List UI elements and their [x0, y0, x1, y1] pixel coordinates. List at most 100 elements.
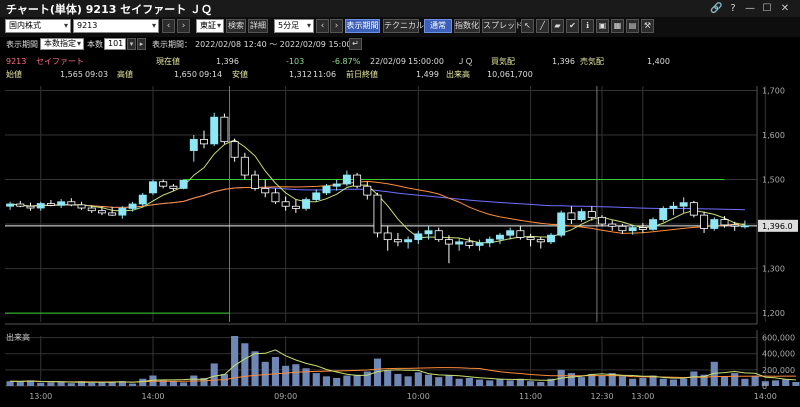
maximize-icon[interactable]: ☐	[762, 3, 772, 14]
y-tick-label: 1,300	[762, 265, 785, 274]
volume-bar	[567, 373, 575, 386]
code-input[interactable]: 9213	[73, 19, 159, 33]
next-symbol-button[interactable]: ›	[177, 19, 190, 33]
save-icon[interactable]: ▣	[596, 19, 609, 33]
technical-button[interactable]: テクニカル	[383, 19, 424, 33]
candle-body	[628, 227, 637, 232]
exchange-select[interactable]: 東証	[196, 19, 224, 33]
candle	[659, 206, 668, 222]
candle-body	[383, 232, 392, 241]
candle	[6, 201, 15, 210]
candle	[689, 200, 698, 218]
candle-body	[281, 201, 290, 207]
candle-body	[393, 239, 402, 243]
line-draw-icon[interactable]: ╱	[536, 19, 549, 33]
x-tick-label: 14:00	[754, 392, 777, 401]
candle	[730, 221, 739, 231]
vol-y-tick-label: 600,000	[762, 334, 795, 343]
stock-name: セイファート	[36, 57, 84, 66]
volume-bar	[6, 381, 14, 386]
candle-body	[720, 219, 729, 226]
interval-prev-button[interactable]: ‹	[316, 19, 329, 33]
check-icon[interactable]: ✔	[566, 19, 579, 33]
volume-bar	[118, 381, 126, 386]
x-tick-label: 13:00	[631, 392, 654, 401]
candle-body	[261, 188, 270, 194]
interval-select[interactable]: 5分足	[274, 19, 314, 33]
help-icon[interactable]: ?	[730, 3, 736, 14]
volume-bar	[731, 373, 739, 386]
minimize-icon[interactable]: —	[745, 3, 755, 14]
volume-bar	[792, 381, 800, 386]
candle	[138, 192, 147, 207]
ask-value: 1,400	[647, 57, 670, 66]
volume-chart[interactable]: 600,000 400,000 200,000 0 出来高	[0, 330, 800, 390]
volume-bar	[639, 377, 647, 386]
close-icon[interactable]: ✕	[780, 3, 790, 14]
count-up-button[interactable]: ▸	[137, 38, 146, 50]
prev-symbol-button[interactable]: ‹	[162, 19, 175, 33]
candle	[414, 230, 423, 245]
candle	[475, 239, 484, 251]
x-tick-label: 13:00	[29, 392, 52, 401]
candle	[424, 226, 433, 240]
candle-body	[740, 225, 749, 228]
layout-icon[interactable]: ▦	[611, 19, 624, 33]
candle-body	[210, 116, 219, 145]
candle	[536, 236, 545, 249]
spread-button[interactable]: スプレッド	[482, 19, 523, 33]
normal-button[interactable]: 通常	[424, 19, 452, 33]
interval-next-button[interactable]: ›	[330, 19, 343, 33]
candle	[649, 217, 658, 231]
candle-body	[77, 204, 86, 209]
cursor-icon[interactable]: ↖	[521, 19, 534, 33]
settings-icon[interactable]: ⚒	[641, 19, 654, 33]
volume-bar	[690, 371, 698, 386]
apply-period-icon[interactable]: ↵	[349, 38, 362, 50]
volume-bar	[241, 343, 249, 386]
candle	[87, 205, 96, 213]
volume-bar	[424, 374, 433, 386]
current-price-box	[758, 219, 798, 232]
bid-value: 1,396	[552, 57, 575, 66]
period-mode-select[interactable]: 本数指定	[40, 38, 84, 50]
volume-bar	[77, 381, 86, 386]
candle	[332, 179, 341, 191]
volume-bar	[159, 380, 167, 386]
candle-body	[495, 234, 504, 240]
display-period-button[interactable]: 表示期間	[345, 19, 380, 33]
info-icon[interactable]: ℹ	[581, 19, 594, 33]
count-input[interactable]: 101	[104, 38, 126, 50]
candle	[36, 201, 45, 211]
candle-body	[159, 181, 168, 187]
candle	[220, 113, 229, 144]
candle-body	[700, 214, 709, 229]
volume-bar	[649, 375, 657, 386]
market-select[interactable]: 国内株式	[5, 19, 71, 33]
candle	[465, 237, 474, 249]
volume-bar	[88, 382, 96, 386]
volume-bar	[261, 361, 269, 386]
volume-bar	[578, 377, 586, 386]
candle-body	[322, 185, 331, 194]
grid-icon[interactable]: ▤	[626, 19, 639, 33]
volume-bar	[200, 377, 208, 386]
candle-body	[506, 230, 515, 236]
candle	[210, 112, 219, 147]
candle-body	[526, 236, 535, 241]
count-down-button[interactable]: ▾	[127, 38, 136, 50]
candle	[149, 179, 157, 196]
detail-button[interactable]: 詳細	[248, 19, 268, 33]
candle-body	[189, 139, 198, 151]
candle	[312, 189, 321, 202]
candle	[189, 134, 198, 162]
volume-bar	[404, 376, 412, 386]
search-button[interactable]: 検索	[226, 19, 246, 33]
index-button[interactable]: 指数化	[454, 19, 480, 33]
volume-label: 出来高	[446, 70, 470, 79]
eraser-icon[interactable]: ▰	[551, 19, 564, 33]
link-icon[interactable]: 🔗	[710, 3, 723, 14]
current-price-label: 1,396.0	[762, 222, 793, 231]
volume-bar	[414, 372, 422, 386]
